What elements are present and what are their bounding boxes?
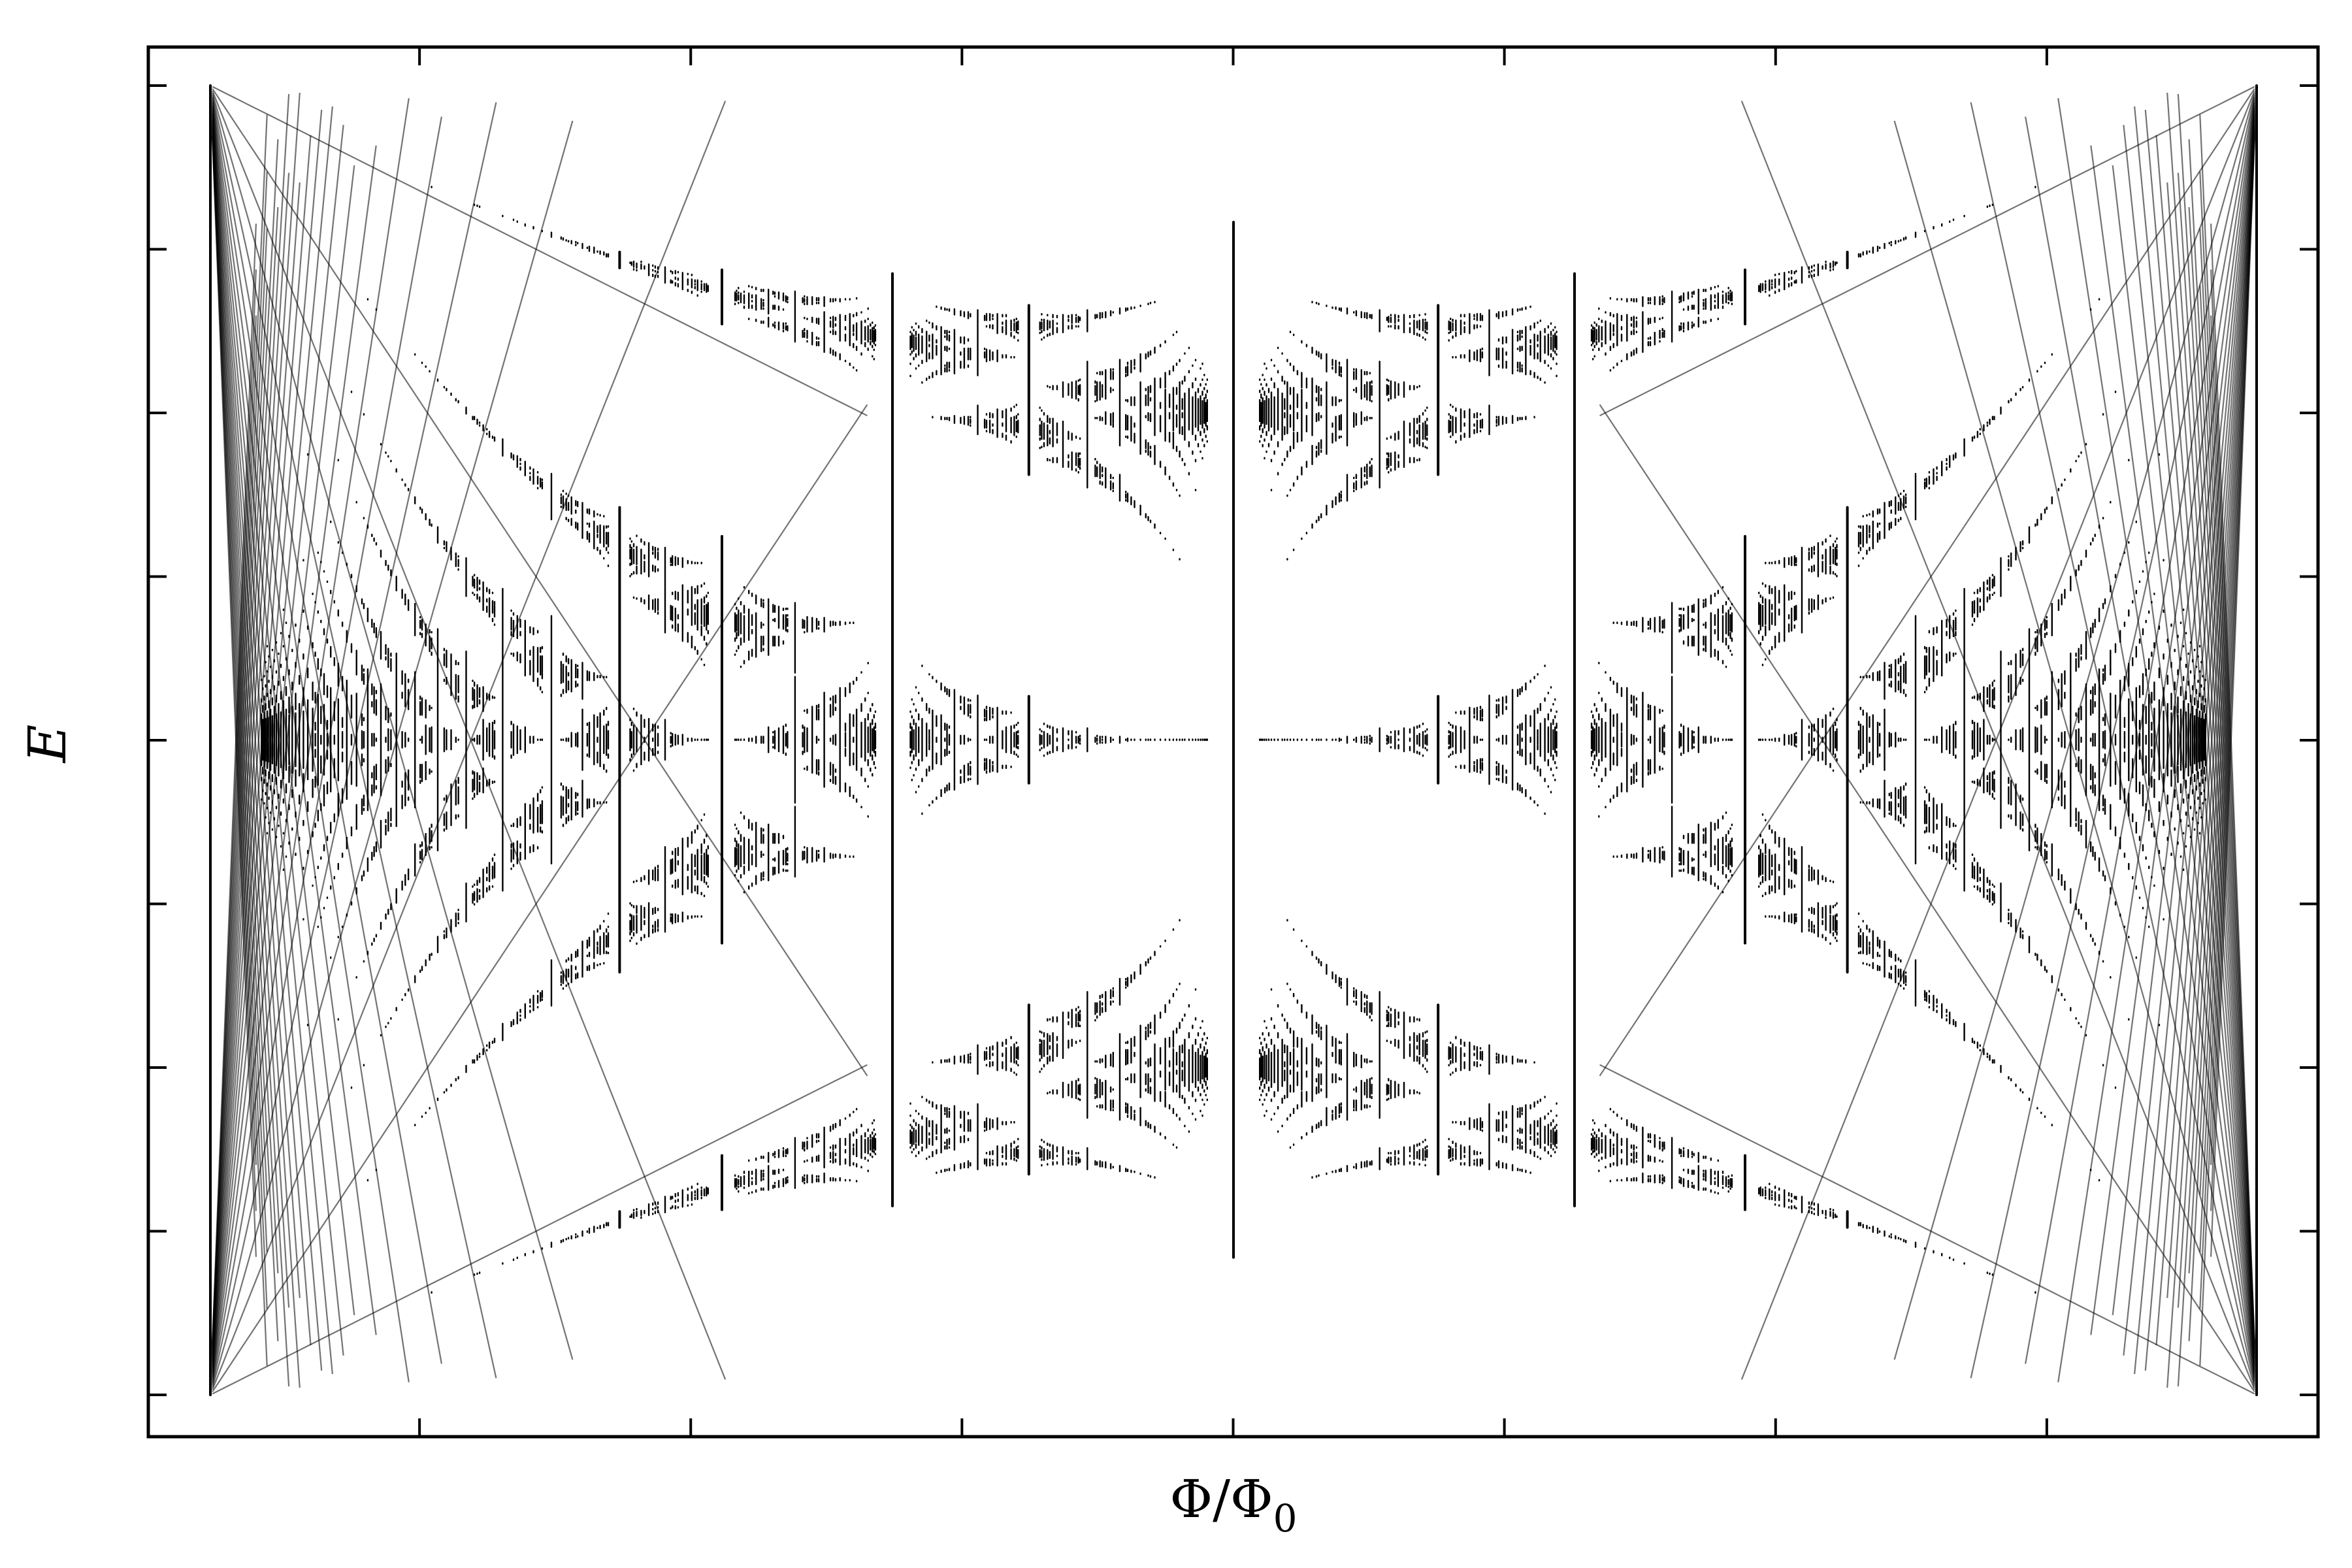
spectrum	[209, 84, 2258, 1396]
